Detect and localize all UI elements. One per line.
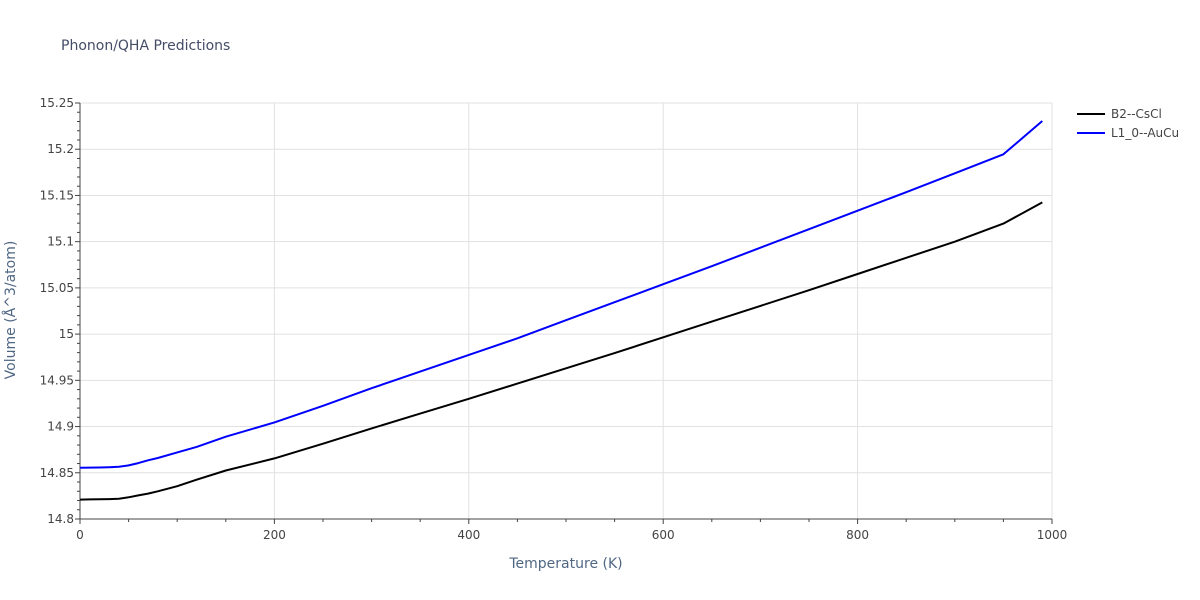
y-tick-label: 15.2 xyxy=(47,142,74,156)
x-axis-title: Temperature (K) xyxy=(508,556,622,572)
y-tick-label: 14.95 xyxy=(40,373,74,387)
grid xyxy=(80,102,1053,519)
x-tick-label: 400 xyxy=(457,528,480,542)
legend: B2--CsCl L1_0--AuCu xyxy=(1077,107,1179,140)
y-tick-label: 15 xyxy=(59,327,74,341)
x-tick-label: 1000 xyxy=(1037,528,1068,542)
chart-title: Phonon/QHA Predictions xyxy=(61,38,230,54)
series-layer xyxy=(79,120,1043,501)
y-axis-title: Volume (Å^3/atom) xyxy=(2,241,19,380)
y-tick-label: 14.9 xyxy=(47,420,74,434)
series-line-1[interactable] xyxy=(79,201,1043,501)
axes: 0 200 400 600 800 1000 14.8 14.85 14.9 14.95 15 15.… xyxy=(40,96,1068,542)
y-tick-label: 15.15 xyxy=(40,188,74,202)
x-tick-label: 0 xyxy=(76,528,84,542)
x-tick-label: 800 xyxy=(846,528,869,542)
series-line-2[interactable] xyxy=(79,120,1043,469)
y-tick-label: 14.8 xyxy=(47,512,74,526)
y-tick-label: 15.05 xyxy=(40,281,74,295)
y-tick-label: 15.1 xyxy=(47,235,74,249)
x-tick-label: 600 xyxy=(652,528,675,542)
y-tick-label: 14.85 xyxy=(40,466,74,480)
y-tick-label: 15.25 xyxy=(40,96,74,110)
legend-label[interactable]: L1_0--AuCu xyxy=(1111,126,1179,140)
legend-label[interactable]: B2--CsCl xyxy=(1111,107,1162,121)
x-tick-label: 200 xyxy=(263,528,286,542)
